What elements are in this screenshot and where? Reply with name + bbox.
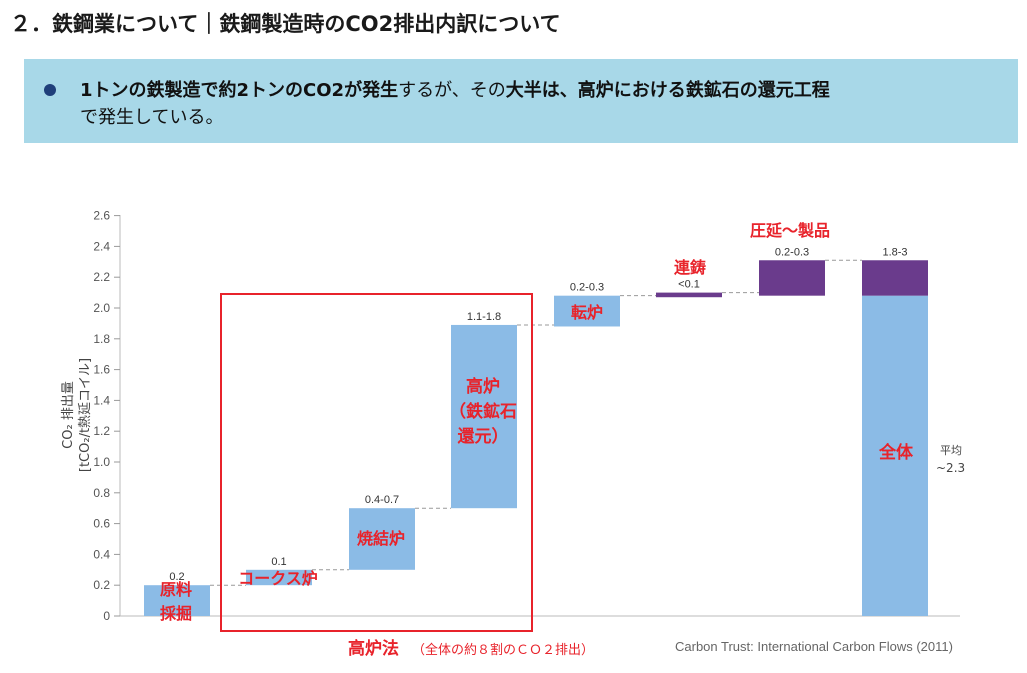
- average-label: 平均: [940, 444, 962, 457]
- label-raw-material-1: 原料: [160, 580, 192, 599]
- y-tick-label: 0.8: [93, 486, 110, 500]
- y-tick-label: 2.2: [93, 270, 110, 284]
- bf-group-caption: 高炉法: [348, 638, 399, 659]
- bar-data-label: 0.4-0.7: [365, 494, 399, 506]
- callout-emphasis-1: 1トンの鉄製造で約2トンのCO2が発生: [80, 80, 399, 101]
- bar-total-top: [862, 260, 928, 296]
- bullet-icon: [44, 84, 56, 96]
- y-tick-label: 1.6: [93, 363, 110, 377]
- y-tick-label: 2.0: [93, 301, 110, 315]
- label-rolling: 圧延～製品: [750, 221, 830, 240]
- y-tick-label: 1.0: [93, 455, 110, 469]
- blast-furnace-group-box: [220, 293, 533, 632]
- page-title: ２．鉄鋼業について｜鉄鋼製造時のCO2排出内訳について: [10, 12, 561, 36]
- y-tick-label: 0: [103, 609, 110, 623]
- y-tick-label: 2.6: [93, 209, 110, 223]
- callout-text-1: するが、その: [398, 80, 506, 101]
- callout-line-1: 1トンの鉄製造で約2トンのCO2が発生するが、その大半は、高炉における鉄鉱石の還…: [80, 76, 830, 102]
- y-tick-label: 1.2: [93, 424, 110, 438]
- label-coke-oven: コークス炉: [238, 569, 318, 588]
- bar-total: [862, 295, 928, 616]
- y-tick-label: 0.6: [93, 517, 110, 531]
- bar-data-label: 0.2-0.3: [570, 282, 604, 294]
- bar-3: [451, 324, 517, 509]
- label-raw-material-2: 採掘: [160, 604, 192, 623]
- bar-1: [246, 569, 312, 586]
- bar-data-label: 0.1: [271, 556, 286, 568]
- summary-callout: [24, 59, 1018, 143]
- label-sinter: 焼結炉: [357, 529, 405, 548]
- bar-2: [349, 508, 415, 570]
- label-casting: 連鋳: [674, 258, 706, 277]
- label-total: 全体: [878, 442, 914, 463]
- y-tick-label: 1.4: [93, 393, 110, 407]
- bar-data-label: 0.2: [169, 571, 184, 583]
- y-axis-title-2: [tCO₂/t熱延コイル]: [78, 358, 93, 472]
- bf-group-note: （全体の約８割のＣＯ２排出）: [412, 642, 594, 658]
- y-axis-title-1: CO₂ 排出量: [61, 381, 76, 449]
- bar-data-label: 1.8-3: [882, 246, 907, 258]
- label-blast-furnace-1: 高炉: [466, 376, 500, 397]
- bar-data-label: 0.2-0.3: [775, 246, 809, 258]
- bar-5: [656, 292, 722, 298]
- bar-data-label: 1.1-1.8: [467, 311, 501, 323]
- bar-data-label: <0.1: [678, 279, 700, 291]
- bar-0: [144, 585, 210, 616]
- source-note: Carbon Trust: International Carbon Flows…: [675, 639, 953, 654]
- bar-4: [554, 295, 620, 327]
- label-converter: 転炉: [571, 303, 603, 322]
- y-tick-label: 0.4: [93, 547, 110, 561]
- callout-emphasis-2: 大半は、高炉における鉄鉱石の還元工程: [505, 80, 830, 101]
- label-blast-furnace-2: （鉄鉱石: [449, 401, 517, 422]
- y-tick-label: 1.8: [93, 332, 110, 346]
- bar-6: [759, 260, 825, 296]
- average-value: ~2.3: [936, 461, 965, 475]
- y-tick-label: 0.2: [93, 578, 110, 592]
- y-tick-label: 2.4: [93, 239, 110, 253]
- label-blast-furnace-3: 還元）: [458, 426, 509, 447]
- callout-line-2: で発生している。: [80, 107, 224, 128]
